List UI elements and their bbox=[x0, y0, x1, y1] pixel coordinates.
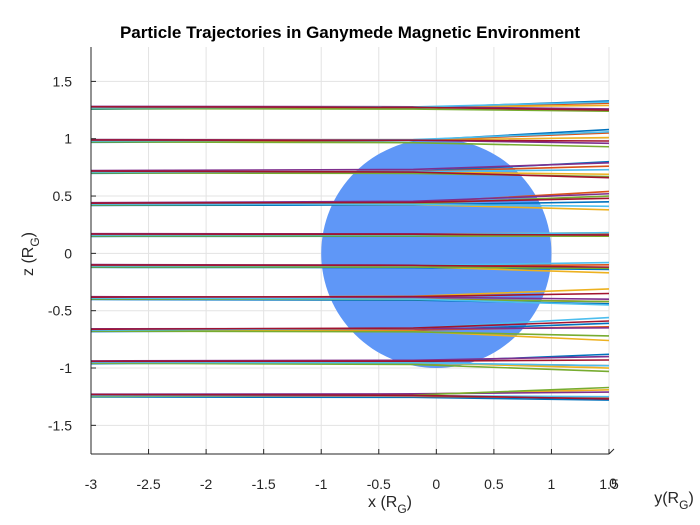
trajectory-line bbox=[90, 203, 610, 208]
trajectory-line bbox=[90, 107, 610, 113]
trajectory-line bbox=[90, 264, 610, 268]
trajectory-line bbox=[90, 297, 610, 306]
trajectory-line bbox=[90, 359, 610, 363]
x-tick-label: -1 bbox=[315, 476, 328, 492]
depth-axis-label: y(RG) bbox=[654, 490, 694, 512]
y-tick-label: -1.5 bbox=[48, 417, 72, 433]
y-tick-label: -0.5 bbox=[48, 303, 72, 319]
trajectory-line bbox=[90, 362, 610, 373]
y-tick-label: -1 bbox=[60, 360, 73, 376]
trajectory-line bbox=[90, 197, 610, 204]
y-tick-label: 1 bbox=[64, 131, 72, 147]
trajectory-line bbox=[90, 292, 610, 298]
depth-axis-label-sub: G bbox=[679, 498, 688, 512]
y-axis-label-sub: G bbox=[28, 237, 42, 246]
plot-area bbox=[90, 47, 610, 454]
trajectory-line bbox=[90, 361, 610, 367]
trajectory-line bbox=[90, 139, 610, 142]
x-tick-label: 1.5 bbox=[599, 476, 619, 492]
trajectory-line bbox=[90, 330, 610, 337]
x-tick-label: 0.5 bbox=[484, 476, 504, 492]
x-tick-label: 1 bbox=[548, 476, 556, 492]
x-tick-label: -2 bbox=[200, 476, 213, 492]
x-tick-label: -2.5 bbox=[136, 476, 160, 492]
x-tick-label: -0.5 bbox=[367, 476, 391, 492]
y-tick-label: 0.5 bbox=[53, 188, 73, 204]
chart-title: Particle Trajectories in Ganymede Magnet… bbox=[120, 23, 580, 42]
x-axis-label-sub: G bbox=[397, 502, 406, 516]
x-tick-label: -1.5 bbox=[252, 476, 276, 492]
ganymede-sphere bbox=[321, 138, 552, 369]
x-tick-label: -3 bbox=[85, 476, 98, 492]
trajectory-line bbox=[90, 396, 610, 401]
y-axis-label: z (RG) bbox=[20, 232, 42, 276]
depth-tick-label: 0 bbox=[609, 475, 617, 491]
depth-axis-label-close: ) bbox=[688, 490, 693, 507]
trajectory-line bbox=[90, 233, 610, 236]
trajectory-line bbox=[90, 161, 610, 172]
trajectory-line bbox=[90, 266, 610, 270]
depth-axis-label-base: y(R bbox=[654, 490, 679, 507]
trajectory-line bbox=[90, 170, 610, 179]
x-tick-label: 0 bbox=[432, 476, 440, 492]
x-axis-label-close: ) bbox=[407, 494, 412, 511]
trajectory-line bbox=[90, 320, 610, 331]
y-axis-label-base: z (R bbox=[20, 247, 37, 276]
y-tick-label: 0 bbox=[64, 245, 72, 261]
trajectory-line bbox=[90, 106, 610, 111]
x-axis-label-base: x (R bbox=[368, 494, 397, 511]
y-axis-label-close: ) bbox=[20, 232, 37, 237]
depth-axis-line bbox=[608, 448, 615, 455]
trajectory-line bbox=[90, 141, 610, 148]
x-axis-label: x (RG) bbox=[368, 494, 412, 516]
trajectory-line bbox=[90, 393, 610, 400]
y-tick-label: 1.5 bbox=[53, 73, 73, 89]
trajectories bbox=[90, 100, 610, 401]
axes: -3 -2.5 -2 -1.5 -1 -0.5 0 0.5 1 1.5 1.5 1 0.5 0 -0.5 -1… bbox=[48, 47, 619, 492]
